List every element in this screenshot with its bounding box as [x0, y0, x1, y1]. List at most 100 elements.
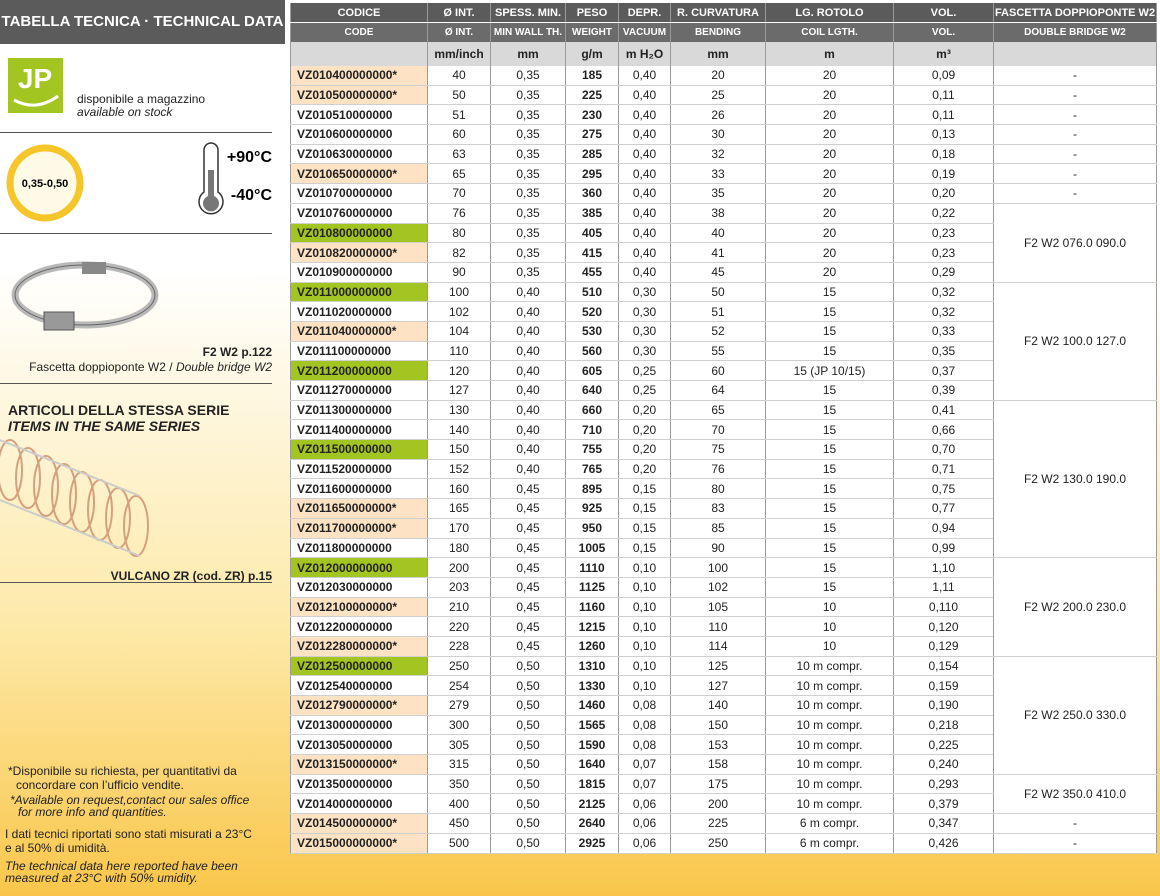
code: VZ012500000000: [291, 656, 428, 676]
coil-length: 6 m compr.: [766, 814, 894, 834]
code: VZ011200000000: [291, 361, 428, 381]
vacuum: 0,40: [619, 184, 671, 204]
volume: 0,09: [894, 66, 994, 85]
wall-thickness: 0,35: [491, 243, 566, 263]
bending-radius: 52: [671, 321, 766, 341]
volume: 0,75: [894, 479, 994, 499]
vacuum: 0,10: [619, 577, 671, 597]
volume: 0,218: [894, 715, 994, 735]
wall-thickness: 0,45: [491, 636, 566, 656]
bending-radius: 76: [671, 459, 766, 479]
inner-diameter: 104: [428, 321, 491, 341]
wall-thickness: 0,45: [491, 558, 566, 578]
inner-diameter: 60: [428, 125, 491, 145]
code: VZ012790000000*: [291, 696, 428, 716]
code: VZ011600000000: [291, 479, 428, 499]
coil-length: 20: [766, 66, 894, 85]
inner-diameter: 80: [428, 223, 491, 243]
weight: 285: [566, 144, 619, 164]
volume: 0,120: [894, 617, 994, 637]
clamp: F2 W2 200.0 230.0: [994, 558, 1157, 656]
header-cell: SPESS. MIN.: [491, 3, 566, 23]
header-cell: VOL.: [894, 23, 994, 43]
volume: 0,129: [894, 636, 994, 656]
code: VZ010900000000: [291, 262, 428, 282]
header-cell: Ø INT.: [428, 23, 491, 43]
weight: 765: [566, 459, 619, 479]
vacuum: 0,10: [619, 636, 671, 656]
weight: 1215: [566, 617, 619, 637]
vacuum: 0,40: [619, 66, 671, 85]
note-line: *Disponibile su richiesta, per quantitat…: [8, 764, 237, 778]
code: VZ014000000000: [291, 794, 428, 814]
coil-length: 10 m compr.: [766, 676, 894, 696]
inner-diameter: 203: [428, 577, 491, 597]
volume: 0,32: [894, 282, 994, 302]
volume: 0,347: [894, 814, 994, 834]
vacuum: 0,30: [619, 341, 671, 361]
bending-radius: 150: [671, 715, 766, 735]
inner-diameter: 82: [428, 243, 491, 263]
weight: 560: [566, 341, 619, 361]
bending-radius: 127: [671, 676, 766, 696]
wall-thickness: 0,50: [491, 774, 566, 794]
wall-thickness: 0,50: [491, 755, 566, 775]
vacuum: 0,30: [619, 282, 671, 302]
volume: 0,22: [894, 203, 994, 223]
wall-thickness: 0,40: [491, 321, 566, 341]
bending-radius: 50: [671, 282, 766, 302]
coil-length: 15: [766, 558, 894, 578]
volume: 0,11: [894, 85, 994, 105]
inner-diameter: 450: [428, 814, 491, 834]
stock-en: available on stock: [77, 105, 172, 119]
coil-length: 10 m compr.: [766, 735, 894, 755]
inner-diameter: 350: [428, 774, 491, 794]
wall-thickness: 0,35: [491, 144, 566, 164]
inner-diameter: 120: [428, 361, 491, 381]
weight: 1590: [566, 735, 619, 755]
code: VZ010510000000: [291, 105, 428, 125]
coil-length: 15: [766, 321, 894, 341]
inner-diameter: 315: [428, 755, 491, 775]
bending-radius: 55: [671, 341, 766, 361]
vacuum: 0,06: [619, 814, 671, 834]
volume: 0,33: [894, 321, 994, 341]
jp-logo-text: JP: [18, 63, 52, 94]
inner-diameter: 70: [428, 184, 491, 204]
inner-diameter: 210: [428, 597, 491, 617]
inner-diameter: 140: [428, 420, 491, 440]
code: VZ010500000000*: [291, 85, 428, 105]
coil-length: 10 m compr.: [766, 774, 894, 794]
bending-radius: 83: [671, 499, 766, 519]
code: VZ012200000000: [291, 617, 428, 637]
vacuum: 0,30: [619, 321, 671, 341]
code: VZ010600000000: [291, 125, 428, 145]
coil-length: 15: [766, 499, 894, 519]
coil-length: 20: [766, 164, 894, 184]
vacuum: 0,40: [619, 262, 671, 282]
weight: 895: [566, 479, 619, 499]
bending-radius: 100: [671, 558, 766, 578]
wall-thickness: 0,40: [491, 282, 566, 302]
volume: 0,66: [894, 420, 994, 440]
coil-length: 15: [766, 538, 894, 558]
bending-radius: 102: [671, 577, 766, 597]
inner-diameter: 400: [428, 794, 491, 814]
code: VZ011300000000: [291, 400, 428, 420]
inner-diameter: 152: [428, 459, 491, 479]
coil-length: 15 (JP 10/15): [766, 361, 894, 381]
vacuum: 0,10: [619, 656, 671, 676]
header-cell: mm/inch: [428, 42, 491, 66]
volume: 0,32: [894, 302, 994, 322]
vacuum: 0,40: [619, 105, 671, 125]
weight: 455: [566, 262, 619, 282]
vacuum: 0,25: [619, 361, 671, 381]
bending-radius: 51: [671, 302, 766, 322]
temp-max: +90°C: [227, 149, 273, 166]
vacuum: 0,15: [619, 479, 671, 499]
code: VZ010760000000: [291, 203, 428, 223]
header-cell: WEIGHT: [566, 23, 619, 43]
weight: 275: [566, 125, 619, 145]
coil-length: 15: [766, 577, 894, 597]
coil-length: 10 m compr.: [766, 715, 894, 735]
